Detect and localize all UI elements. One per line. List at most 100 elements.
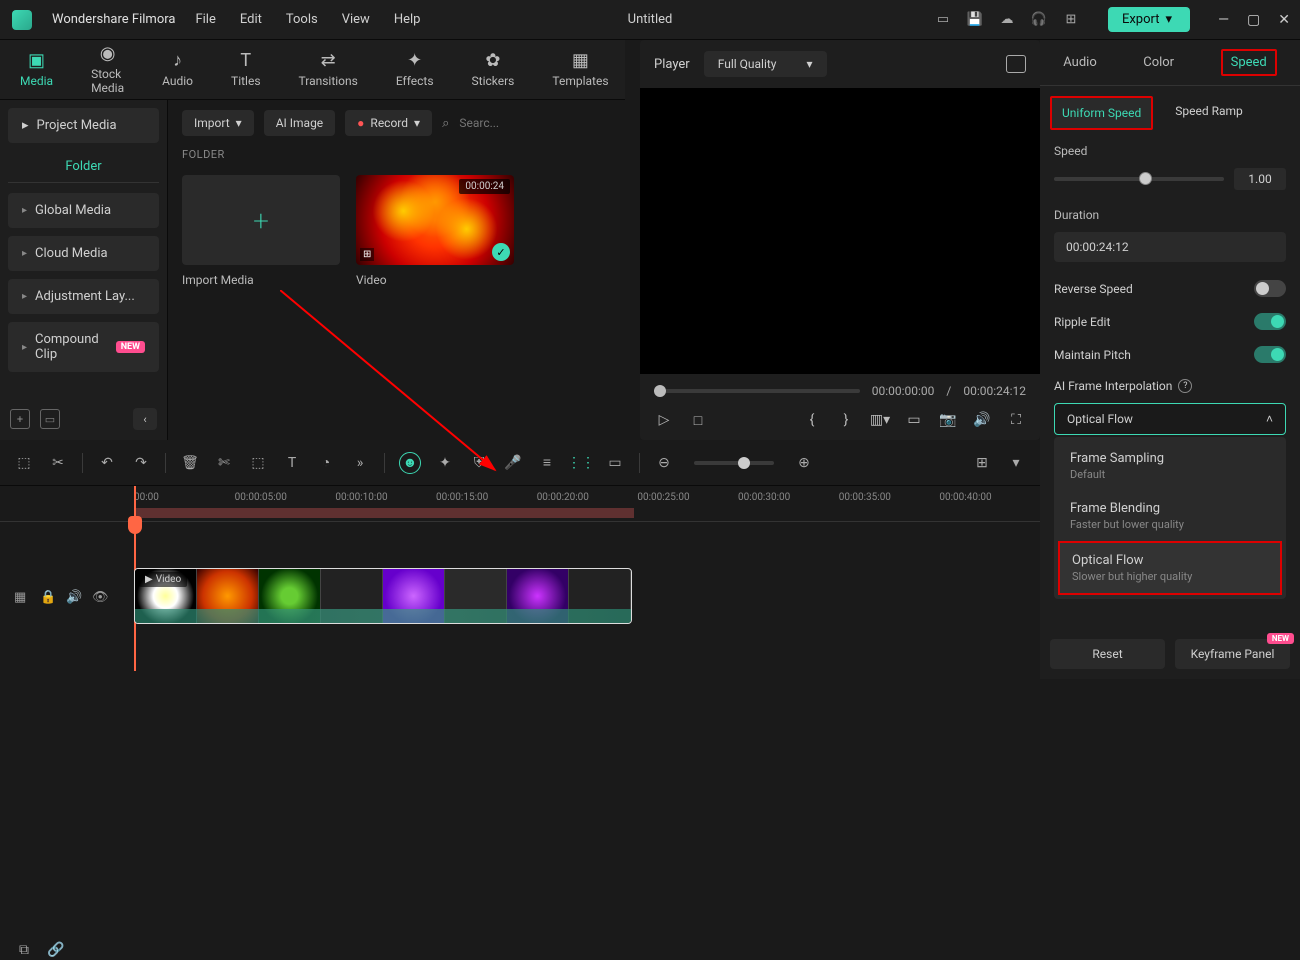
playhead[interactable] — [128, 516, 142, 534]
mic-icon[interactable]: 🎤 — [503, 453, 523, 473]
track-visibility-icon[interactable]: 👁 — [92, 590, 108, 606]
menu-view[interactable]: View — [342, 12, 370, 27]
maximize-button[interactable]: ▢ — [1247, 12, 1260, 28]
reverse-speed-toggle[interactable] — [1254, 280, 1286, 297]
folder-icon[interactable]: ▭ — [40, 409, 60, 429]
tab-color-right[interactable]: Color — [1143, 55, 1174, 70]
info-icon[interactable]: ? — [1178, 379, 1192, 393]
search-input[interactable] — [459, 116, 539, 130]
minimize-button[interactable]: — — [1218, 12, 1229, 28]
chain-icon[interactable]: 🔗 — [46, 940, 66, 960]
ratio-button[interactable]: ▥▾ — [870, 410, 890, 430]
crop-button[interactable]: ⬚ — [248, 453, 268, 473]
menu-edit[interactable]: Edit — [240, 12, 262, 27]
tab-audio[interactable]: ♪Audio — [162, 52, 193, 88]
reset-button[interactable]: Reset — [1050, 639, 1165, 669]
keyframe-panel-button[interactable]: Keyframe PanelNEW — [1175, 639, 1290, 669]
speed-value[interactable]: 1.00 — [1234, 168, 1286, 190]
tab-speed-right[interactable]: Speed — [1221, 49, 1277, 76]
timeline-clip[interactable]: ▶ Video — [134, 568, 632, 624]
zoom-in-button[interactable]: ⊕ — [794, 453, 814, 473]
tab-templates[interactable]: ▦Templates — [552, 52, 608, 88]
cut-tool-icon[interactable]: ✂ — [48, 453, 68, 473]
snapshot-icon[interactable] — [1006, 55, 1026, 73]
tab-effects[interactable]: ✦Effects — [396, 52, 434, 88]
video-clip-tile[interactable]: 00:00:24 ⊞ ✓ Video — [356, 175, 514, 287]
split-button[interactable]: ✄ — [214, 453, 234, 473]
link-icon[interactable]: ⧉ — [14, 940, 34, 960]
volume-icon[interactable]: 🔊 — [972, 410, 992, 430]
timeline-ruler[interactable]: 00:0000:00:05:0000:00:10:0000:00:15:0000… — [0, 486, 1040, 522]
headset-icon[interactable]: 🎧 — [1030, 11, 1048, 29]
search-icon[interactable]: ⌕ — [442, 116, 449, 131]
menu-tools[interactable]: Tools — [286, 12, 318, 27]
text-button[interactable]: T — [282, 453, 302, 473]
track-mute-icon[interactable]: 🔊 — [66, 590, 82, 606]
ai-button[interactable]: ☻ — [399, 452, 421, 474]
sidebar-compound-clip[interactable]: ▸Compound ClipNEW — [8, 322, 159, 372]
zoom-slider[interactable] — [694, 461, 774, 465]
tab-media[interactable]: ▣Media — [20, 52, 53, 88]
tab-stickers[interactable]: ✿Stickers — [472, 52, 515, 88]
speed-ramp-tab[interactable]: Speed Ramp — [1165, 96, 1253, 130]
zoom-out-button[interactable]: ⊖ — [654, 453, 674, 473]
tab-stock-media[interactable]: ◉Stock Media — [91, 45, 124, 95]
sidebar-global-media[interactable]: ▸Global Media — [8, 193, 159, 228]
color-tool-icon[interactable]: ✦ — [435, 453, 455, 473]
speed-slider[interactable] — [1054, 177, 1224, 181]
duration-field[interactable]: 00:00:24:12 — [1054, 232, 1286, 262]
fullscreen-button[interactable]: ⛶ — [1006, 410, 1026, 430]
shield-icon[interactable]: ⛨ — [469, 453, 489, 473]
play-button[interactable]: ▷ — [654, 410, 674, 430]
track-video-icon[interactable]: ▦ — [14, 590, 30, 606]
import-button[interactable]: Import ▾ — [182, 110, 254, 136]
tab-titles[interactable]: TTitles — [231, 52, 260, 88]
marker-icon[interactable]: ▭ — [605, 453, 625, 473]
ripple-edit-toggle[interactable] — [1254, 313, 1286, 330]
opt-frame-blending[interactable]: Frame BlendingFaster but lower quality — [1058, 491, 1282, 541]
export-button[interactable]: Export▾ — [1108, 7, 1190, 32]
more-tools-button[interactable]: » — [350, 453, 370, 473]
speed-button[interactable]: ◔ — [316, 453, 336, 473]
tab-transitions[interactable]: ⇄Transitions — [299, 52, 358, 88]
mark-out-button[interactable]: } — [836, 410, 856, 430]
uniform-speed-tab[interactable]: Uniform Speed — [1050, 96, 1153, 130]
stop-button[interactable]: □ — [688, 410, 708, 430]
playback-slider[interactable] — [654, 389, 860, 393]
subtitle-icon[interactable]: ≡ — [537, 453, 557, 473]
maintain-pitch-toggle[interactable] — [1254, 346, 1286, 363]
magnet-icon[interactable]: ⋮⋮ — [571, 453, 591, 473]
project-media-header[interactable]: ▸Project Media — [8, 108, 159, 143]
import-media-tile[interactable]: + Import Media — [182, 175, 340, 287]
undo-button[interactable]: ↶ — [97, 453, 117, 473]
mark-in-button[interactable]: { — [802, 410, 822, 430]
select-tool-icon[interactable]: ⬚ — [14, 453, 34, 473]
tab-audio-right[interactable]: Audio — [1063, 55, 1096, 70]
grid-view-icon[interactable]: ⊞ — [972, 453, 992, 473]
sidebar-adjustment-layer[interactable]: ▸Adjustment Lay... — [8, 279, 159, 314]
audio-waveform — [135, 609, 632, 623]
camera-icon[interactable]: 📷 — [938, 410, 958, 430]
close-button[interactable]: ✕ — [1278, 12, 1290, 28]
redo-button[interactable]: ↷ — [131, 453, 151, 473]
menu-help[interactable]: Help — [394, 12, 421, 27]
ai-image-button[interactable]: AI Image — [264, 110, 335, 136]
interpolation-dropdown[interactable]: Optical Flow˄ — [1054, 403, 1286, 435]
opt-frame-sampling[interactable]: Frame SamplingDefault — [1058, 441, 1282, 491]
cloud-icon[interactable]: ☁ — [998, 11, 1016, 29]
opt-optical-flow[interactable]: Optical FlowSlower but higher quality — [1058, 541, 1282, 595]
menu-file[interactable]: File — [195, 12, 215, 27]
sidebar-cloud-media[interactable]: ▸Cloud Media — [8, 236, 159, 271]
apps-icon[interactable]: ⊞ — [1062, 11, 1080, 29]
record-button[interactable]: ● Record ▾ — [345, 110, 432, 136]
screen-icon[interactable]: ▭ — [934, 11, 952, 29]
new-folder-icon[interactable]: + — [10, 409, 30, 429]
delete-button[interactable]: 🗑 — [180, 453, 200, 473]
display-button[interactable]: ▭ — [904, 410, 924, 430]
save-icon[interactable]: 💾 — [966, 11, 984, 29]
quality-dropdown[interactable]: Full Quality▾ — [704, 51, 827, 77]
track-lock-icon[interactable]: 🔒 — [40, 590, 56, 606]
settings-icon[interactable]: ▾ — [1006, 453, 1026, 473]
folder-tab[interactable]: Folder — [8, 151, 159, 183]
collapse-sidebar-button[interactable]: ‹ — [133, 408, 157, 430]
